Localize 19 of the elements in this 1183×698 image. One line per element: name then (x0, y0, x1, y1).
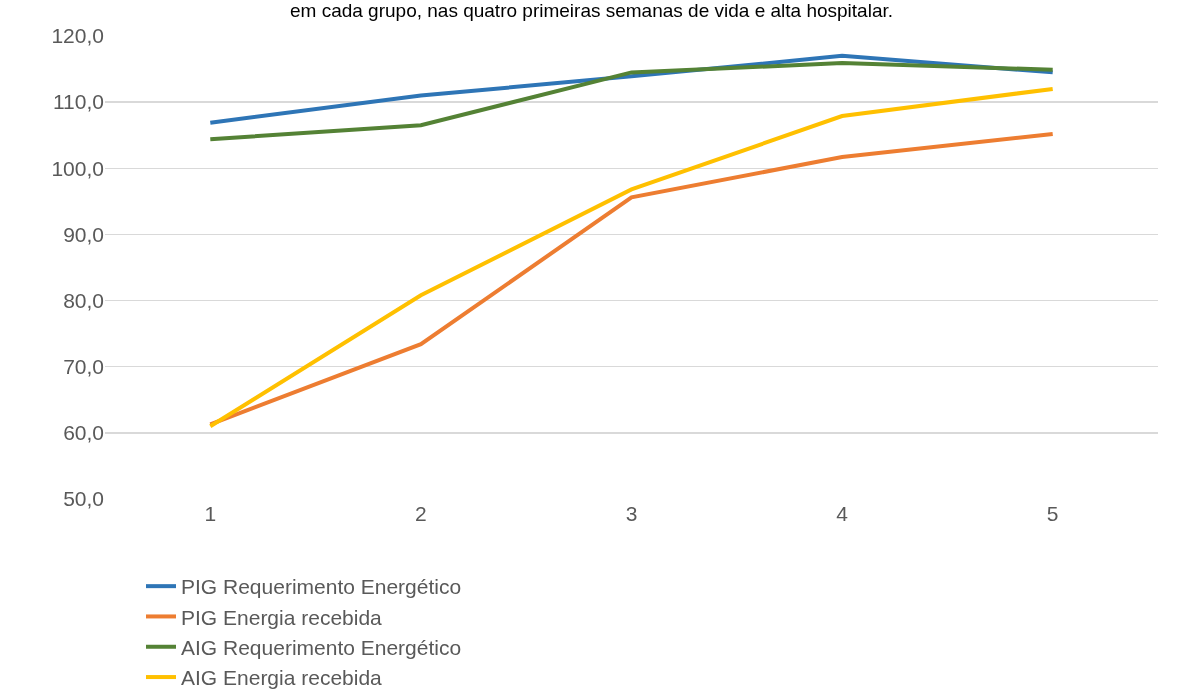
x-tick-label: 5 (1046, 502, 1059, 525)
x-tick-label: 4 (836, 502, 849, 525)
y-tick-label: 60,0 (63, 421, 104, 445)
y-tick-label: 120,0 (51, 24, 104, 48)
legend-label: AIG Energia recebida (181, 666, 383, 690)
y-tick-label: 90,0 (63, 222, 104, 246)
y-tick-label: 110,0 (53, 90, 104, 114)
legend-label: PIG Requerimento Energético (181, 575, 462, 599)
y-tick-label: 50,0 (63, 487, 104, 511)
line-series (208, 61, 1055, 142)
y-tick-label: 100,0 (51, 156, 104, 180)
legend-label: AIG Requerimento Energético (181, 635, 462, 659)
x-tick-label: 1 (204, 502, 217, 525)
y-tick-label: 70,0 (63, 355, 104, 379)
x-tick-label: 3 (625, 502, 638, 525)
x-tick-label: 2 (415, 502, 427, 525)
legend-label: PIG Energia recebida (181, 605, 383, 629)
y-tick-label: 80,0 (63, 288, 104, 312)
chart-title: em cada grupo, nas quatro primeiras semanas de vida e alta hospitalar. (289, 0, 894, 21)
